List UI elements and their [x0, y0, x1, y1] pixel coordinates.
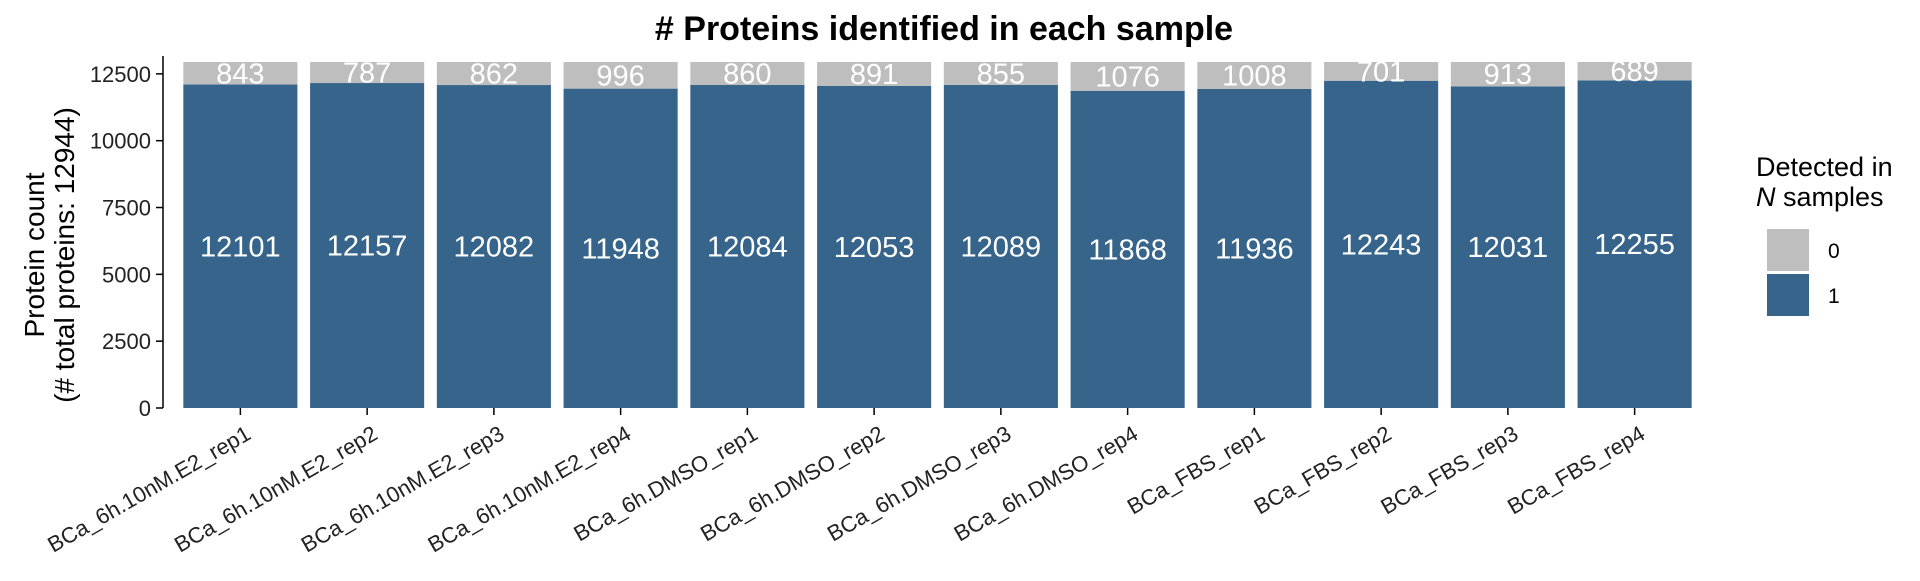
- bar-detected-0: [1324, 62, 1439, 81]
- bar-detected-1: [436, 85, 551, 408]
- x-tick-label: BCa_6h.10nM.E2_rep4: [423, 421, 635, 558]
- bar-detected-0: [1450, 62, 1565, 87]
- x-tick-label: BCa_6h.10nM.E2_rep3: [297, 421, 509, 558]
- bar-label-detected-1: 12031: [1468, 232, 1549, 264]
- bar-label-detected-0: 1008: [1222, 60, 1287, 92]
- bar-label-detected-0: 701: [1357, 56, 1405, 88]
- bar-detected-0: [563, 62, 678, 89]
- y-tick-label: 10000: [90, 129, 151, 154]
- bars-group: [183, 62, 1692, 409]
- bar-detected-0: [310, 62, 425, 84]
- legend-title-line2: N samples: [1756, 182, 1884, 212]
- bar-label-detected-1: 11948: [581, 233, 660, 265]
- bar-detected-1: [817, 85, 932, 409]
- bar-label-detected-0: 855: [977, 58, 1025, 90]
- bar-label-detected-1: 12101: [200, 231, 281, 263]
- y-axis-label: Protein count (# total proteins: 12944): [19, 107, 80, 403]
- bar-label-detected-1: 12053: [834, 232, 915, 264]
- bar-label-detected-1: 12157: [327, 231, 408, 263]
- bar-detected-1: [690, 84, 805, 409]
- bar-detected-1: [310, 83, 425, 408]
- bar-detected-0: [690, 62, 805, 85]
- x-tick-label: BCa_6h.10nM.E2_rep1: [43, 421, 255, 558]
- bar-detected-0: [183, 62, 298, 85]
- bar-label-detected-1: 12243: [1341, 229, 1422, 261]
- bar-detected-1: [1324, 80, 1439, 409]
- bar-detected-1: [1450, 86, 1565, 409]
- x-tick-label: BCa_FBS_rep3: [1376, 421, 1522, 520]
- bar-detected-1: [563, 88, 678, 409]
- bar-label-detected-0: 913: [1484, 59, 1532, 91]
- x-axis: BCa_6h.10nM.E2_rep1BCa_6h.10nM.E2_rep2BC…: [43, 408, 1649, 557]
- x-tick-label: BCa_FBS_rep2: [1250, 421, 1396, 520]
- bar-label-detected-0: 860: [723, 58, 771, 90]
- bar-detected-0: [1577, 62, 1692, 81]
- bar-detected-1: [1070, 90, 1185, 408]
- bar-detected-0: [1197, 62, 1312, 89]
- y-tick-label: 0: [139, 396, 151, 421]
- bar-label-detected-1: 11936: [1215, 233, 1294, 265]
- legend-items: 01: [1767, 229, 1840, 316]
- y-tick-label: 7500: [102, 196, 151, 221]
- bar-label-detected-1: 11868: [1088, 234, 1167, 266]
- legend-label: 1: [1828, 285, 1840, 308]
- bar-label-detected-1: 12084: [707, 231, 788, 263]
- bar-detected-1: [943, 84, 1058, 408]
- y-tick-label: 2500: [102, 329, 151, 354]
- bar-detected-0: [943, 62, 1058, 85]
- bar-label-detected-0: 689: [1610, 56, 1658, 88]
- legend-title-line1: Detected in: [1756, 152, 1893, 182]
- y-tick-label: 12500: [90, 62, 151, 87]
- y-axis: 0 2500 5000 7500 10000 12500: [90, 56, 164, 421]
- legend-swatch: [1767, 274, 1809, 316]
- bar-label-detected-0: 1076: [1095, 61, 1160, 93]
- bar-labels-group: 12101 843 12157 787 12082 862 11948 996 12084 860…: [200, 56, 1675, 266]
- legend-swatch: [1767, 229, 1809, 271]
- bar-label-detected-1: 12255: [1594, 229, 1675, 261]
- bar-detected-1: [1197, 88, 1312, 409]
- bar-label-detected-0: 996: [596, 60, 644, 92]
- x-tick-label: BCa_FBS_rep1: [1123, 421, 1269, 520]
- x-tick-label: BCa_6h.10nM.E2_rep2: [170, 421, 382, 558]
- legend-title-rest: samples: [1776, 182, 1884, 212]
- bar-detected-0: [817, 62, 932, 86]
- bar-label-detected-1: 12089: [961, 231, 1042, 263]
- legend: Detected in N samples 01: [1756, 152, 1893, 316]
- y-axis-label-line1: Protein count: [19, 172, 50, 337]
- bar-label-detected-0: 862: [470, 59, 518, 91]
- bar-label-detected-0: 891: [850, 59, 898, 91]
- x-tick-label: BCa_FBS_rep4: [1503, 421, 1649, 520]
- y-tick-label: 5000: [102, 262, 151, 287]
- bar-detected-0: [1070, 62, 1185, 91]
- bar-label-detected-0: 787: [343, 58, 391, 90]
- chart-title: # Proteins identified in each sample: [655, 10, 1233, 48]
- bar-label-detected-0: 843: [216, 58, 264, 90]
- bar-detected-1: [183, 84, 298, 408]
- legend-label: 0: [1828, 240, 1840, 263]
- bar-label-detected-1: 12082: [454, 232, 535, 264]
- y-axis-label-line2: (# total proteins: 12944): [49, 107, 80, 403]
- legend-title-italic-n: N: [1756, 182, 1776, 212]
- bar-detected-1: [1577, 80, 1692, 409]
- bar-detected-0: [436, 62, 551, 86]
